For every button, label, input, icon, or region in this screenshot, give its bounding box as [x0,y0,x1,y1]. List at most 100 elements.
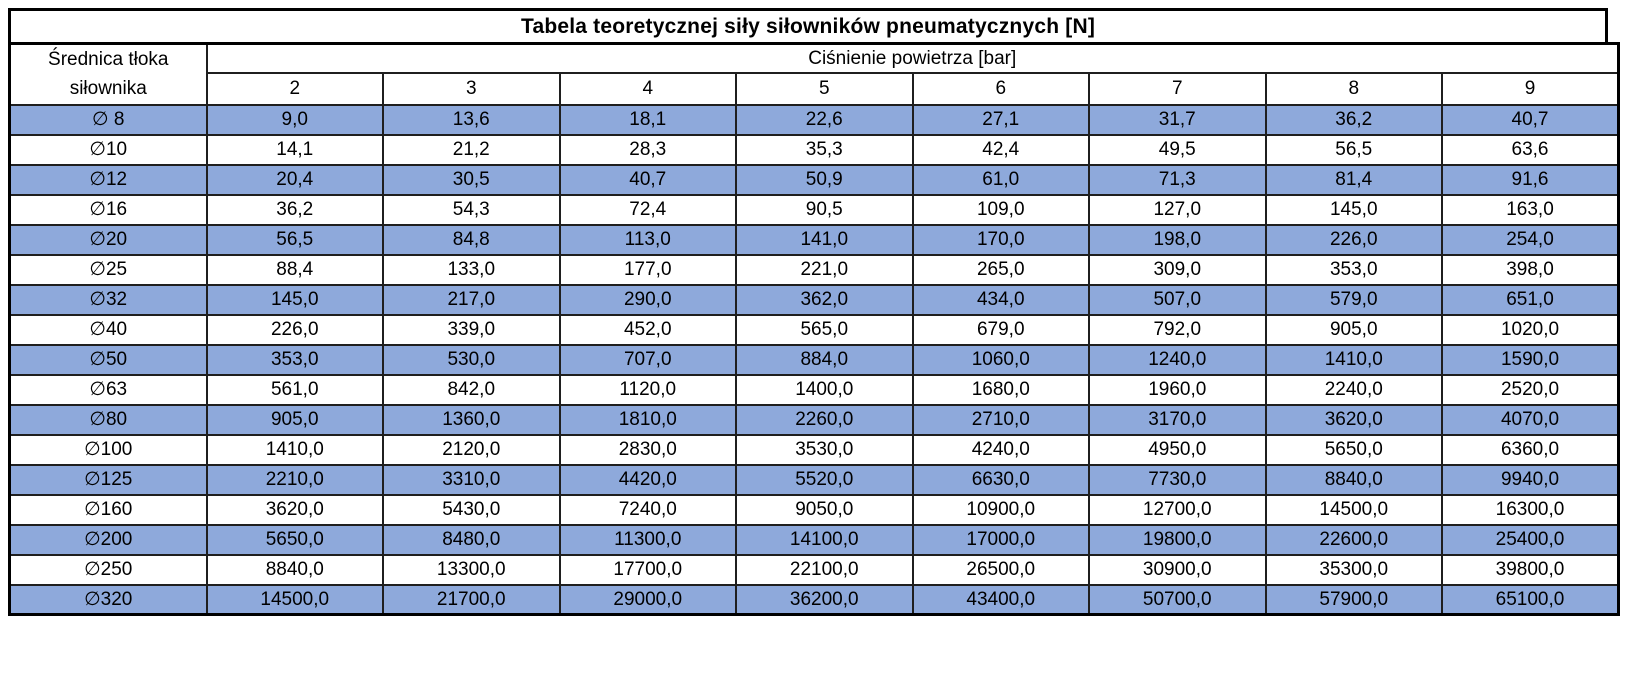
row-diameter-label: ∅12 [8,163,208,196]
force-value-cell: 35300,0 [1264,553,1443,586]
force-value-cell: 27,1 [911,103,1090,136]
pneumatic-force-table-sheet: Tabela teoretycznej siły siłowników pneu… [8,8,1620,617]
force-value-cell: 1410,0 [205,433,384,466]
force-value-cell: 14100,0 [735,523,914,556]
force-value-cell: 9050,0 [735,493,914,526]
row-diameter-label: ∅200 [8,523,208,556]
force-value-cell: 7240,0 [558,493,737,526]
row-diameter-label: ∅32 [8,283,208,316]
force-value-cell: 29000,0 [558,583,737,616]
force-value-cell: 141,0 [735,223,914,256]
force-value-cell: 4070,0 [1441,403,1620,436]
force-value-cell: 145,0 [1264,193,1443,226]
force-value-cell: 2120,0 [382,433,561,466]
force-value-cell: 309,0 [1088,253,1267,286]
table-row: ∅320 14500,0 21700,0 29000,0 36200,0 43400,0 5… [8,583,1620,616]
force-value-cell: 905,0 [205,403,384,436]
table-row: ∅16 36,2 54,3 72,4 90,5 109,0 127,0 145,0 163,0 [8,193,1620,226]
force-value-cell: 13,6 [382,103,561,136]
header-group-row: Średnica tłoka siłownika Ciśnienie powie… [8,42,1620,106]
row-diameter-label: ∅10 [8,133,208,166]
pressure-group-header: Ciśnienie powietrza [bar] [205,42,1620,75]
force-value-cell: 88,4 [205,253,384,286]
force-value-cell: 56,5 [1264,133,1443,166]
force-value-cell: 14500,0 [205,583,384,616]
force-value-cell: 133,0 [382,253,561,286]
table-row: ∅25 88,4 133,0 177,0 221,0 265,0 309,0 353,0 398… [8,253,1620,286]
force-value-cell: 434,0 [911,283,1090,316]
force-value-cell: 21700,0 [382,583,561,616]
force-value-cell: 127,0 [1088,193,1267,226]
force-value-cell: 61,0 [911,163,1090,196]
table-row: ∅200 5650,0 8480,0 11300,0 14100,0 17000,0 198… [8,523,1620,556]
force-value-cell: 14,1 [205,133,384,166]
row-diameter-label: ∅160 [8,493,208,526]
force-value-cell: 1020,0 [1441,313,1620,346]
force-value-cell: 63,6 [1441,133,1620,166]
force-value-cell: 707,0 [558,343,737,376]
force-value-cell: 679,0 [911,313,1090,346]
force-value-cell: 7730,0 [1088,463,1267,496]
row-diameter-label: ∅ 8 [8,103,208,136]
force-value-cell: 9,0 [205,103,384,136]
force-value-cell: 36,2 [1264,103,1443,136]
force-value-cell: 290,0 [558,283,737,316]
force-value-cell: 28,3 [558,133,737,166]
force-value-cell: 221,0 [735,253,914,286]
force-value-cell: 8840,0 [1264,463,1443,496]
force-value-cell: 1120,0 [558,373,737,406]
force-value-cell: 339,0 [382,313,561,346]
force-value-cell: 72,4 [558,193,737,226]
force-value-cell: 905,0 [1264,313,1443,346]
force-value-cell: 2520,0 [1441,373,1620,406]
force-value-cell: 353,0 [1264,253,1443,286]
force-value-cell: 18,1 [558,103,737,136]
force-value-cell: 56,5 [205,223,384,256]
force-value-cell: 54,3 [382,193,561,226]
force-value-cell: 90,5 [735,193,914,226]
force-value-cell: 50700,0 [1088,583,1267,616]
force-value-cell: 145,0 [205,283,384,316]
force-value-cell: 22,6 [735,103,914,136]
force-value-cell: 9940,0 [1441,463,1620,496]
table-row: ∅10 14,1 21,2 28,3 35,3 42,4 49,5 56,5 63,6 [8,133,1620,166]
force-value-cell: 31,7 [1088,103,1267,136]
pressure-column-header: 6 [911,72,1090,106]
row-diameter-label: ∅16 [8,193,208,226]
force-value-cell: 22100,0 [735,553,914,586]
force-value-cell: 5520,0 [735,463,914,496]
force-value-cell: 5650,0 [205,523,384,556]
table-row: ∅160 3620,0 5430,0 7240,0 9050,0 10900,0 12700… [8,493,1620,526]
table-header: Średnica tłoka siłownika Ciśnienie powie… [8,42,1620,106]
force-value-cell: 113,0 [558,223,737,256]
table-row: ∅100 1410,0 2120,0 2830,0 3530,0 4240,0 4950,0… [8,433,1620,466]
force-value-cell: 1680,0 [911,373,1090,406]
force-value-cell: 2830,0 [558,433,737,466]
force-value-cell: 30,5 [382,163,561,196]
force-value-cell: 30900,0 [1088,553,1267,586]
force-value-cell: 91,6 [1441,163,1620,196]
force-value-cell: 1590,0 [1441,343,1620,376]
force-value-cell: 1410,0 [1264,343,1443,376]
force-value-cell: 1960,0 [1088,373,1267,406]
row-diameter-label: ∅80 [8,403,208,436]
force-value-cell: 561,0 [205,373,384,406]
row-diameter-label: ∅63 [8,373,208,406]
force-value-cell: 226,0 [1264,223,1443,256]
row-diameter-label: ∅40 [8,313,208,346]
force-value-cell: 35,3 [735,133,914,166]
pressure-column-header: 8 [1264,72,1443,106]
force-value-cell: 4950,0 [1088,433,1267,466]
force-value-cell: 362,0 [735,283,914,316]
force-value-cell: 4420,0 [558,463,737,496]
force-value-cell: 5650,0 [1264,433,1443,466]
force-value-cell: 36,2 [205,193,384,226]
table-title: Tabela teoretycznej siły siłowników pneu… [8,8,1608,45]
force-value-cell: 39800,0 [1441,553,1620,586]
force-value-cell: 2710,0 [911,403,1090,436]
force-value-cell: 254,0 [1441,223,1620,256]
force-value-cell: 265,0 [911,253,1090,286]
table-row: ∅125 2210,0 3310,0 4420,0 5520,0 6630,0 7730,0… [8,463,1620,496]
pressure-column-header: 7 [1088,72,1267,106]
table-row: ∅40 226,0 339,0 452,0 565,0 679,0 792,0 905,0 10… [8,313,1620,346]
